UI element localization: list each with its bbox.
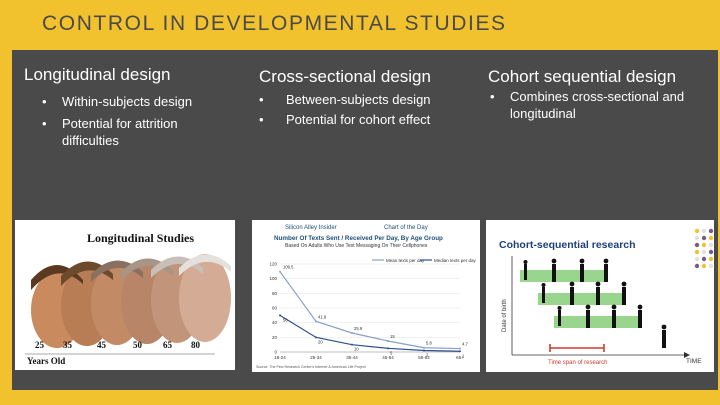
- chart-data-label: 15: [390, 334, 395, 339]
- chart-ytick-label: 60: [272, 306, 278, 311]
- faces-group: [31, 254, 231, 348]
- bullet-within-subjects: • Within-subjects design: [42, 93, 242, 111]
- decorative-dots: [694, 228, 714, 269]
- slide-title: CONTROL IN DEVELOPMENTAL STUDIES: [42, 12, 507, 35]
- chart-xtick-label: 65+: [456, 355, 464, 360]
- texts-chart-image: Silicon Alley Insider Chart of the Day N…: [252, 220, 480, 372]
- chart-data-label: 4.7: [462, 342, 468, 347]
- legend-mean: Mean texts per day: [386, 258, 425, 263]
- chart-xtick-label: 45-54: [382, 355, 394, 360]
- cohort-sequential-diagram: Cohort-sequential research Date of birth…: [486, 220, 714, 372]
- content-panel: Longitudinal design • Within-subjects de…: [12, 50, 718, 390]
- cohort-band: [520, 270, 608, 282]
- chart-point: [351, 343, 353, 346]
- bullet-text: Between-subjects design: [286, 92, 431, 107]
- cohort-x-arrow: [684, 352, 690, 358]
- bullet-combines: • Combines cross-sectional and longitudi…: [490, 88, 710, 124]
- age-label: 80: [191, 340, 201, 350]
- chart-ytick-label: 100: [269, 276, 277, 281]
- age-label: 50: [133, 340, 143, 350]
- bullet-dot: •: [42, 94, 47, 109]
- chart-data-label: 25.9: [354, 326, 363, 331]
- chart-ytick-label: 20: [272, 335, 278, 340]
- chart-data-label: 20: [318, 339, 323, 344]
- bullet-dot: •: [42, 116, 47, 131]
- cohort-band: [538, 293, 626, 305]
- chart-badge: Chart of the Day: [384, 225, 428, 231]
- chart-point: [315, 320, 317, 323]
- chart-point: [387, 340, 389, 342]
- chart-subtitle: Based On Adults Who Use Text Messaging O…: [285, 243, 428, 249]
- chart-data-label: 5: [390, 350, 393, 355]
- chart-data-label: 1: [462, 353, 465, 358]
- cohort-x-label: TIME: [686, 358, 702, 365]
- chart-point: [423, 346, 425, 349]
- chart-xtick-label: 18-24: [274, 355, 286, 360]
- chart-ytick-label: 120: [269, 262, 277, 267]
- longitudinal-faces-illustration: Longitudinal Studies 25 35 45 50 65 80 Y…: [15, 220, 235, 370]
- bullet-dot: •: [490, 89, 495, 104]
- chart-data-label: 109.5: [283, 265, 294, 270]
- chart-data-label: 10: [354, 347, 359, 352]
- col-title-longitudinal: Longitudinal design: [24, 65, 171, 84]
- chart-point: [351, 332, 353, 335]
- chart-point: [279, 270, 281, 273]
- chart-point: [459, 350, 461, 353]
- bullet-cohort-effect: • Potential for cohort effect: [259, 111, 469, 129]
- cohort-title: Cohort-sequential research: [499, 239, 636, 251]
- chart-brand: Silicon Alley Insider: [285, 225, 337, 231]
- texts-per-day-chart: Silicon Alley Insider Chart of the Day N…: [252, 220, 480, 372]
- legend-median: Median texts per day: [434, 258, 477, 263]
- chart-ytick-label: 0: [274, 350, 277, 355]
- chart-point: [315, 336, 317, 339]
- chart-title: Number Of Texts Sent / Received Per Day,…: [274, 235, 443, 242]
- chart-series-line: [279, 314, 461, 352]
- chart-data-label: 5.8: [426, 341, 432, 346]
- age-label: 35: [63, 340, 73, 350]
- cohort-figures: [523, 258, 667, 348]
- chart-point: [387, 347, 389, 350]
- chart-xtick-label: 55-64: [418, 355, 430, 360]
- age-label: 25: [35, 340, 45, 350]
- bottom-bar: [0, 390, 720, 405]
- chart-point: [459, 347, 461, 350]
- bullet-dot: •: [259, 112, 264, 127]
- chart-data-label: 41.8: [318, 314, 327, 319]
- bullet-text: Within-subjects design: [62, 94, 193, 109]
- header: CONTROL IN DEVELOPMENTAL STUDIES: [0, 0, 720, 50]
- timespan-label: Time span of research: [548, 360, 607, 366]
- chart-xtick-label: 35-44: [346, 355, 358, 360]
- age-label: 65: [163, 340, 173, 350]
- bullet-text: Combines cross-sectional and longitudina…: [510, 89, 685, 121]
- chart-data-label: 2: [426, 353, 429, 358]
- bullet-text: Potential for attrition difficulties: [62, 116, 178, 148]
- cohort-y-label: Date of birth: [502, 299, 508, 332]
- bullet-between-subjects: • Between-subjects design: [259, 91, 469, 109]
- chart-point: [279, 314, 281, 317]
- bullet-text: Potential for cohort effect: [286, 112, 431, 127]
- cohort-band: [554, 316, 642, 328]
- age-label: 45: [97, 340, 107, 350]
- chart-ytick-label: 80: [272, 291, 278, 296]
- bullet-dot: •: [259, 92, 264, 107]
- longitudinal-title: Longitudinal Studies: [87, 231, 194, 245]
- longitudinal-studies-image: Longitudinal Studies 25 35 45 50 65 80 Y…: [15, 220, 235, 370]
- chart-ytick-label: 40: [272, 320, 278, 325]
- chart-source: Source: The Pew Research Center's Intern…: [256, 365, 366, 369]
- col-title-cross-sectional: Cross-sectional design: [259, 67, 431, 86]
- years-old-caption: Years Old: [27, 356, 65, 366]
- bullet-attrition: • Potential for attrition difficulties: [42, 115, 242, 151]
- chart-xtick-label: 25-34: [310, 355, 322, 360]
- chart-series-line: [279, 271, 461, 350]
- chart-data-label: 50: [283, 317, 288, 322]
- chart-point: [423, 349, 425, 352]
- col-title-cohort-sequential: Cohort sequential design: [488, 67, 677, 86]
- cohort-sequential-image: Cohort-sequential research Date of birth…: [486, 220, 714, 372]
